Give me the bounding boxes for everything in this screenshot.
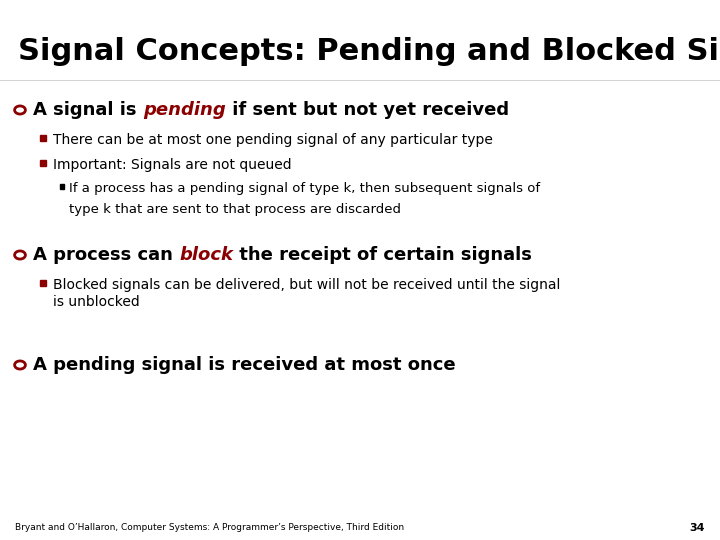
Text: Blocked signals can be delivered, but will not be received until the signal: Blocked signals can be delivered, but wi… [53, 278, 560, 292]
Text: There can be at most one pending signal of any particular type: There can be at most one pending signal … [53, 133, 493, 147]
Text: type k that are sent to that process are discarded: type k that are sent to that process are… [69, 204, 401, 217]
Text: A process can: A process can [33, 246, 179, 264]
Text: Bryant and O’Hallaron, Computer Systems: A Programmer’s Perspective, Third Editi: Bryant and O’Hallaron, Computer Systems:… [15, 523, 404, 532]
Text: If a process has a pending signal of type k, then subsequent signals of: If a process has a pending signal of typ… [69, 183, 540, 195]
Text: block: block [179, 246, 233, 264]
Text: Important: Signals are not queued: Important: Signals are not queued [53, 158, 292, 172]
Text: the receipt of certain signals: the receipt of certain signals [233, 246, 532, 264]
Text: pending: pending [143, 101, 225, 119]
Text: Carnegie Mellon: Carnegie Mellon [613, 6, 709, 16]
Text: 34: 34 [690, 523, 705, 533]
Text: A pending signal is received at most once: A pending signal is received at most onc… [33, 356, 456, 374]
Text: A signal is: A signal is [33, 101, 143, 119]
Text: is unblocked: is unblocked [53, 295, 140, 309]
Text: Signal Concepts: Pending and Blocked Signals: Signal Concepts: Pending and Blocked Sig… [18, 37, 720, 66]
Text: if sent but not yet received: if sent but not yet received [225, 101, 508, 119]
